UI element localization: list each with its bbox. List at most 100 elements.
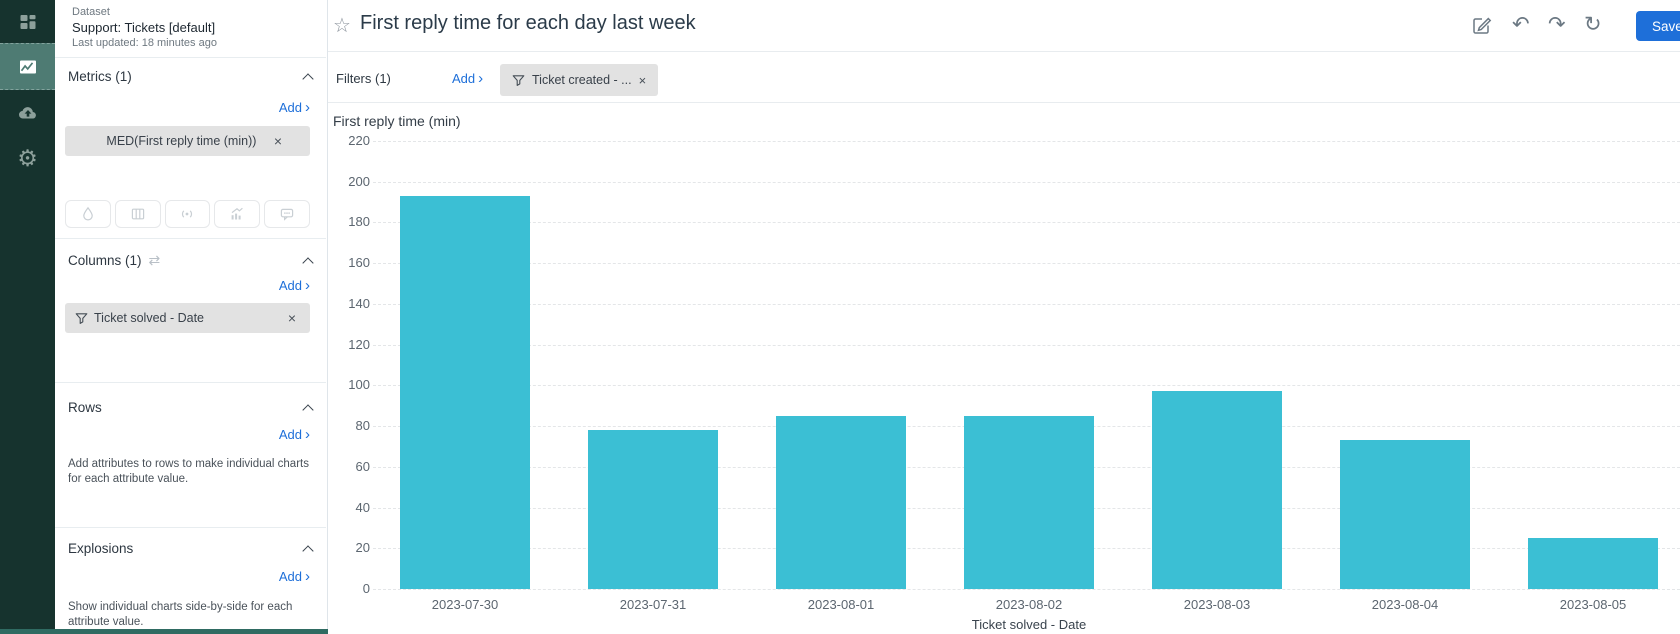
insight-title-bar: ☆ First reply time for each day last wee… (328, 0, 1680, 52)
y-tick-label: 180 (348, 214, 370, 230)
gridline (373, 222, 1680, 224)
rows-section-title: Rows (68, 400, 102, 415)
close-icon[interactable]: × (287, 310, 296, 326)
explosions-section-header: Explosions (68, 541, 314, 557)
metric-chip[interactable]: MED(First reply time (min)) × (65, 126, 310, 156)
x-tick-label: 2023-08-03 (1183, 597, 1251, 612)
gridline (373, 181, 1680, 183)
x-tick-label: 2023-07-30 (431, 597, 499, 612)
divider (55, 527, 326, 528)
sidebar-item-load-data[interactable] (0, 90, 55, 135)
explosions-add-button[interactable]: Add › (279, 569, 310, 584)
undo-icon[interactable]: ↶ (1512, 13, 1530, 36)
dataset-label: Dataset (72, 6, 110, 18)
collapse-chevron-icon[interactable] (302, 403, 314, 416)
sidebar-item-dashboards[interactable] (0, 0, 55, 43)
divider (55, 57, 326, 58)
filters-title: Filters (1) (336, 71, 391, 86)
swap-icon[interactable]: ⇄ (148, 252, 161, 268)
x-tick-label: 2023-08-04 (1371, 597, 1439, 612)
bar-2023-08-03[interactable] (1152, 391, 1282, 589)
close-icon[interactable]: × (638, 72, 647, 88)
table-columns-icon (130, 206, 146, 222)
y-tick-label: 200 (348, 173, 370, 189)
chevron-right-icon: › (478, 70, 484, 87)
y-tick-label: 220 (348, 133, 370, 148)
metric-format-buttons (65, 200, 310, 228)
divider (55, 382, 326, 383)
analyze-chart-icon (17, 56, 39, 78)
x-tick-label: 2023-08-01 (807, 597, 875, 612)
droplet-icon (80, 206, 96, 222)
collapse-chevron-icon[interactable] (302, 256, 314, 269)
sidebar-item-settings[interactable]: ⚙ (0, 135, 55, 182)
sidebar-item-analyze[interactable] (0, 43, 55, 90)
x-axis-title: Ticket solved - Date (971, 617, 1087, 632)
broadcast-button[interactable] (164, 200, 211, 228)
main-area: ☆ First reply time for each day last wee… (328, 0, 1680, 634)
chart-region: First reply time (min) Ticket solved - D… (328, 103, 1680, 634)
filter-chip-label: Ticket created - ... (532, 73, 632, 87)
gridline (373, 263, 1680, 265)
dashboards-icon (17, 11, 39, 33)
bar-2023-08-02[interactable] (964, 415, 1094, 589)
save-button[interactable]: Save (1636, 11, 1680, 41)
add-label: Add (278, 427, 302, 442)
funnel-icon (75, 312, 88, 325)
columns-section-header: Columns (1) ⇄ (68, 252, 314, 269)
chart-y-axis-metric-title: First reply time (min) (333, 113, 461, 129)
bar-2023-08-04[interactable] (1340, 440, 1470, 589)
favorite-star-icon[interactable]: ☆ (333, 15, 351, 37)
bar-2023-07-30[interactable] (400, 195, 530, 589)
comment-button[interactable] (264, 200, 310, 228)
refresh-icon[interactable]: ↻ (1584, 13, 1602, 36)
trend-chart-icon (229, 206, 245, 222)
explosions-section-title: Explosions (68, 541, 134, 556)
rows-section-header: Rows (68, 400, 314, 416)
y-tick-label: 40 (355, 499, 370, 515)
x-tick-label: 2023-07-31 (619, 597, 687, 612)
gridline (373, 344, 1680, 346)
droplet-button[interactable] (65, 200, 111, 228)
gridline (373, 385, 1680, 387)
collapse-chevron-icon[interactable] (302, 544, 314, 557)
chevron-right-icon: › (305, 277, 310, 294)
column-chip-label: Ticket solved - Date (94, 311, 204, 325)
x-tick-label: 2023-08-02 (995, 597, 1063, 612)
add-label: Add (278, 278, 302, 293)
y-tick-label: 120 (348, 336, 370, 352)
metric-chip-label: MED(First reply time (min)) (106, 134, 257, 148)
y-tick-label: 100 (348, 377, 370, 393)
close-icon[interactable]: × (273, 133, 282, 149)
x-tick-label: 2023-08-05 (1559, 597, 1627, 612)
page-title: First reply time for each day last week (360, 12, 696, 34)
comment-icon (279, 206, 295, 222)
chevron-right-icon: › (305, 568, 310, 585)
divider (55, 238, 326, 239)
y-tick-label: 140 (348, 295, 370, 311)
gridline (373, 303, 1680, 305)
bar-2023-08-05[interactable] (1528, 538, 1658, 589)
filter-chip[interactable]: Ticket created - ... × (500, 64, 659, 96)
add-label: Add (452, 71, 476, 86)
columns-add-button[interactable]: Add › (279, 278, 310, 293)
filters-add-button[interactable]: Add › (452, 71, 483, 86)
trend-chart-button[interactable] (214, 200, 261, 228)
collapse-chevron-icon[interactable] (302, 72, 314, 85)
explosions-description: Show individual charts side-by-side for … (68, 601, 293, 628)
dataset-name: Support: Tickets [default] (72, 20, 216, 35)
cloud-upload-icon (16, 102, 40, 124)
panel-bottom-strip (0, 629, 328, 634)
column-chip[interactable]: Ticket solved - Date × (65, 303, 310, 333)
columns-view-button[interactable] (114, 200, 161, 228)
columns-section-title: Columns (1) (68, 253, 142, 268)
rows-add-button[interactable]: Add › (279, 427, 310, 442)
metrics-add-button[interactable]: Add › (279, 100, 310, 115)
bar-2023-07-31[interactable] (588, 430, 718, 589)
y-tick-label: 0 (362, 581, 370, 596)
add-label: Add (278, 100, 302, 115)
bar-2023-08-01[interactable] (776, 415, 906, 589)
edit-icon[interactable] (1471, 15, 1492, 36)
redo-icon[interactable]: ↷ (1548, 13, 1566, 36)
